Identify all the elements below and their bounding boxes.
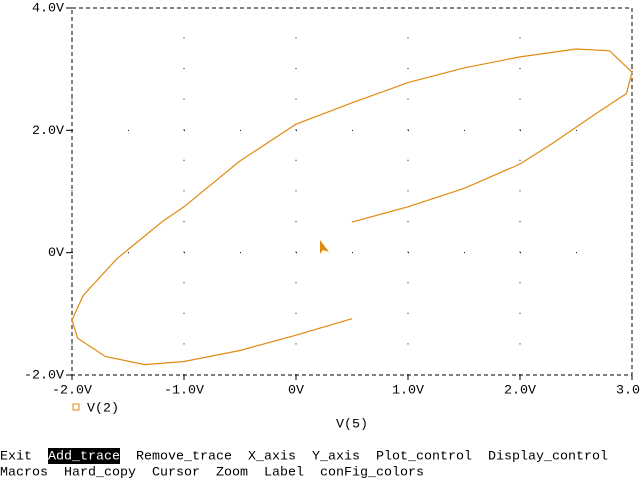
legend-label: V(2) <box>87 402 119 417</box>
menu-item[interactable]: Zoom <box>216 466 248 480</box>
y-tick-label: 2.0V <box>32 124 64 139</box>
x-tick-label: 1.0V <box>392 384 424 399</box>
x-tick-label: 2.0V <box>504 384 536 399</box>
menu-item[interactable]: conFig_colors <box>320 466 424 480</box>
menu-item[interactable]: Remove_trace <box>136 450 232 465</box>
x-tick-label: 0V <box>288 384 304 399</box>
x-tick-label: -2.0V <box>52 384 92 399</box>
menu-item[interactable]: Hard_copy <box>64 466 136 480</box>
menu-item[interactable]: X_axis <box>248 450 296 465</box>
y-tick-label: -2.0V <box>24 369 64 384</box>
menu-item[interactable]: Display_control <box>488 450 608 465</box>
legend-swatch <box>72 403 80 411</box>
x-tick-label: -1.0V <box>164 384 204 399</box>
menu-item[interactable]: Add_trace <box>48 450 120 465</box>
menu-item[interactable]: Y_axis <box>312 450 360 465</box>
mouse-cursor <box>320 240 329 254</box>
menu-item[interactable]: Cursor <box>152 466 200 480</box>
menu-item[interactable]: Exit <box>0 450 32 465</box>
y-tick-label: 4.0V <box>32 2 64 17</box>
y-tick-label: 0V <box>48 246 64 261</box>
x-tick-label: 3.0V <box>616 384 640 399</box>
trace <box>71 48 633 366</box>
menu-item[interactable]: Macros <box>0 466 48 480</box>
menu-item[interactable]: Plot_control <box>376 450 472 465</box>
menu-item[interactable]: Label <box>264 466 304 480</box>
x-axis-label: V(5) <box>336 418 368 433</box>
menu-highlight <box>48 448 120 464</box>
